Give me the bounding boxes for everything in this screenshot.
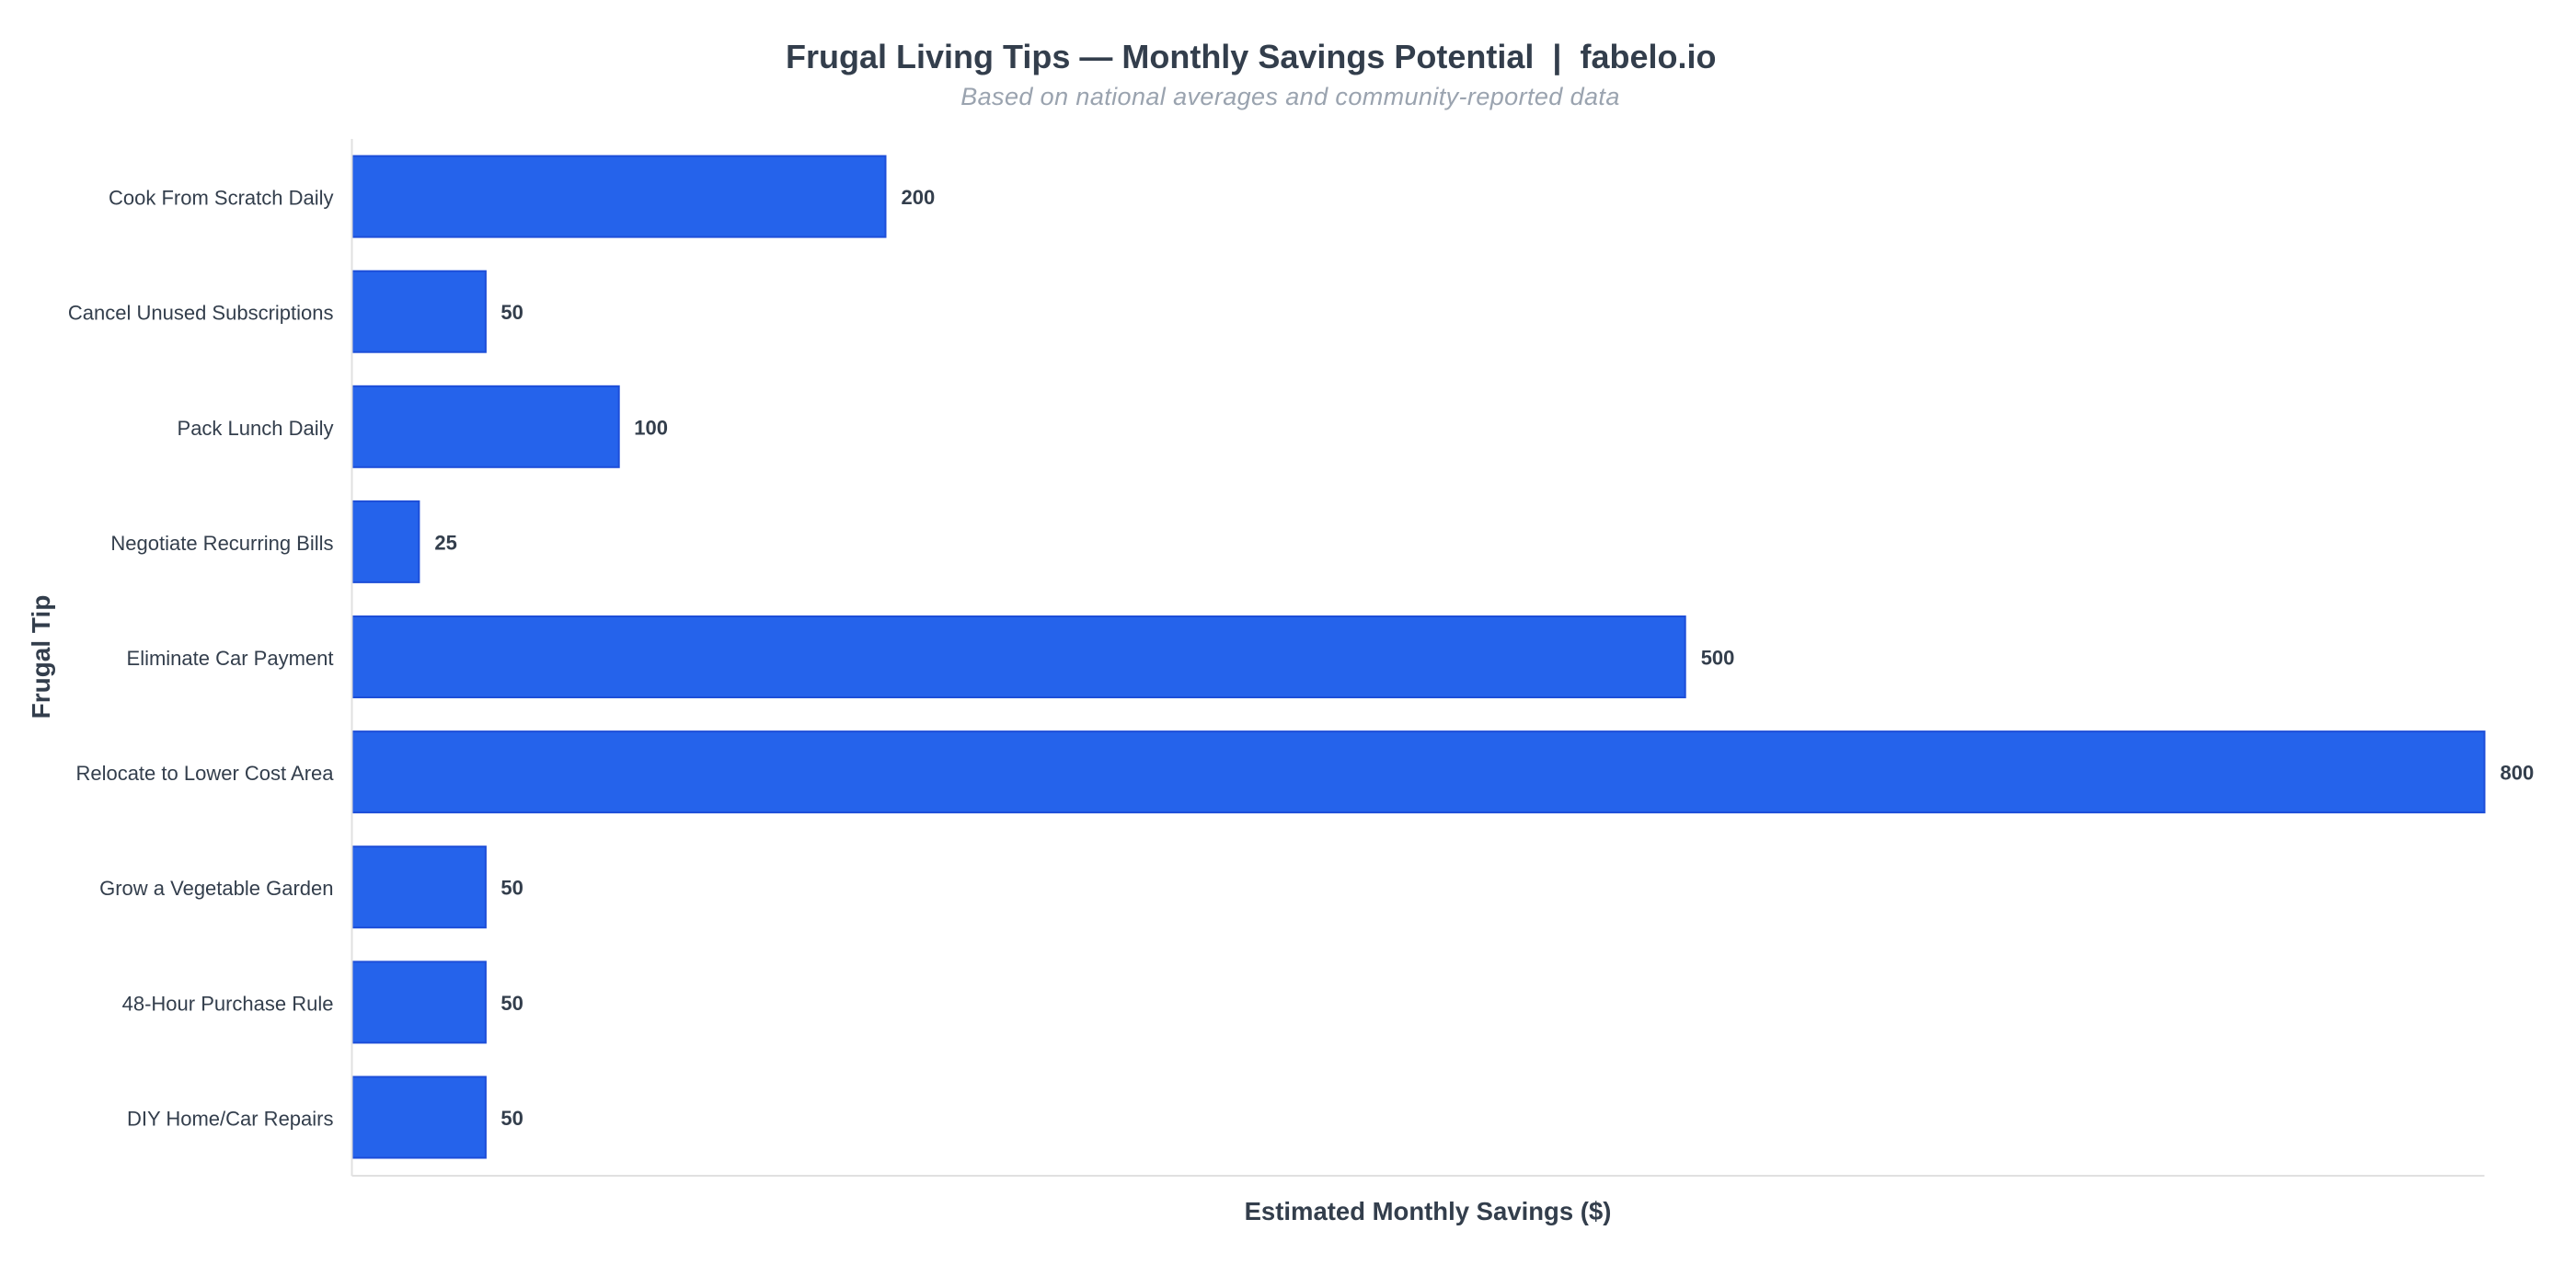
- svg-text:Frugal Tip: Frugal Tip: [27, 595, 55, 719]
- svg-text:Negotiate Recurring Bills: Negotiate Recurring Bills: [110, 532, 333, 555]
- svg-text:Cook From Scratch Daily: Cook From Scratch Daily: [109, 187, 334, 210]
- svg-text:Frugal Living Tips — Monthly S: Frugal Living Tips — Monthly Savings Pot…: [786, 38, 1717, 76]
- svg-text:50: 50: [500, 877, 523, 900]
- svg-text:DIY Home/Car Repairs: DIY Home/Car Repairs: [127, 1108, 334, 1131]
- svg-text:Based on national averages and: Based on national averages and community…: [960, 83, 1620, 110]
- svg-text:50: 50: [500, 992, 523, 1015]
- svg-text:500: 500: [1701, 647, 1735, 670]
- svg-text:Cancel Unused Subscriptions: Cancel Unused Subscriptions: [68, 302, 334, 325]
- svg-text:25: 25: [434, 531, 456, 554]
- svg-text:Pack Lunch Daily: Pack Lunch Daily: [178, 417, 334, 440]
- svg-text:Estimated Monthly Savings ($): Estimated Monthly Savings ($): [1245, 1197, 1612, 1225]
- svg-text:48-Hour Purchase Rule: 48-Hour Purchase Rule: [122, 992, 334, 1015]
- svg-text:Relocate to Lower Cost Area: Relocate to Lower Cost Area: [75, 762, 334, 785]
- svg-text:50: 50: [500, 301, 523, 324]
- svg-text:Grow a Vegetable Garden: Grow a Vegetable Garden: [99, 877, 333, 900]
- svg-text:200: 200: [902, 186, 936, 209]
- svg-text:100: 100: [634, 416, 668, 439]
- svg-text:Eliminate Car Payment: Eliminate Car Payment: [127, 647, 334, 670]
- svg-text:50: 50: [500, 1107, 523, 1130]
- svg-text:800: 800: [2501, 762, 2535, 785]
